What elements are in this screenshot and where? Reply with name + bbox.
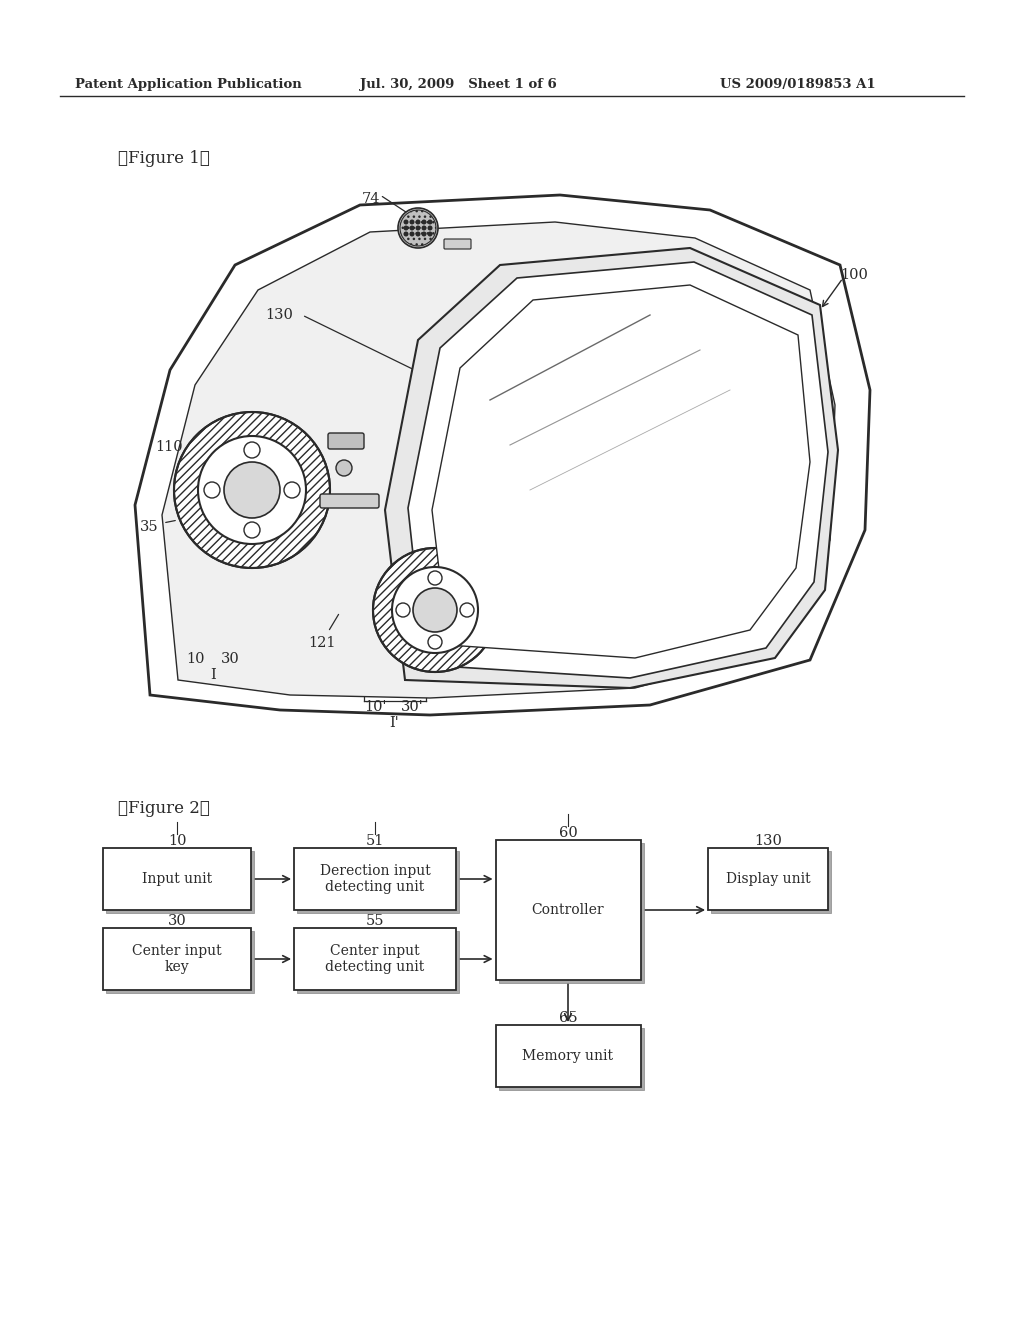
Polygon shape [162,222,835,698]
Circle shape [411,226,414,230]
Circle shape [404,232,408,236]
Bar [297,931,459,993]
Text: Input unit: Input unit [142,873,212,886]
Circle shape [404,220,408,224]
Circle shape [422,220,426,224]
Bar [294,847,456,909]
Circle shape [284,482,300,498]
Circle shape [224,462,280,517]
Text: 30': 30' [400,700,423,714]
Bar [496,840,640,979]
Bar [496,1026,640,1086]
Text: 55: 55 [366,913,384,928]
Circle shape [411,232,414,236]
Circle shape [416,226,420,230]
Text: 51: 51 [366,834,384,847]
FancyBboxPatch shape [444,239,471,249]
Circle shape [422,226,426,230]
Circle shape [422,232,426,236]
FancyBboxPatch shape [328,433,364,449]
Circle shape [428,635,442,649]
Text: 35: 35 [140,520,159,535]
Circle shape [174,412,330,568]
Text: I: I [210,668,216,682]
Circle shape [336,459,352,477]
Polygon shape [408,261,828,678]
Text: 74: 74 [362,191,381,206]
Text: Patent Application Publication: Patent Application Publication [75,78,302,91]
Text: 130: 130 [265,308,293,322]
Text: Jul. 30, 2009   Sheet 1 of 6: Jul. 30, 2009 Sheet 1 of 6 [360,78,557,91]
Text: 110: 110 [155,440,182,454]
Text: Center input
key: Center input key [132,944,222,974]
Bar [106,931,254,993]
Bar [711,851,831,913]
Circle shape [460,603,474,616]
Text: Controller: Controller [531,903,604,917]
Circle shape [428,226,432,230]
Circle shape [428,572,442,585]
Circle shape [244,521,260,539]
Text: 100: 100 [840,268,868,282]
Polygon shape [135,195,870,715]
Circle shape [198,436,306,544]
Circle shape [392,568,478,653]
Text: 10: 10 [186,652,205,667]
Text: I': I' [389,715,399,730]
Circle shape [411,220,414,224]
Circle shape [413,587,457,632]
Text: Derection input
detecting unit: Derection input detecting unit [319,863,430,894]
Polygon shape [385,248,838,688]
Bar [103,928,251,990]
Text: US 2009/0189853 A1: US 2009/0189853 A1 [720,78,876,91]
Circle shape [400,210,436,246]
Circle shape [373,548,497,672]
Text: 【Figure 2】: 【Figure 2】 [118,800,210,817]
Circle shape [416,220,420,224]
Text: 30: 30 [168,913,186,928]
Text: Center input
detecting unit: Center input detecting unit [326,944,425,974]
Text: 121: 121 [308,636,336,649]
Circle shape [398,209,438,248]
Bar [294,928,456,990]
Text: Memory unit: Memory unit [522,1049,613,1063]
Circle shape [244,442,260,458]
Text: 65: 65 [559,1011,578,1026]
Text: 30: 30 [220,652,240,667]
Text: 【Figure 1】: 【Figure 1】 [118,150,210,168]
FancyBboxPatch shape [319,494,379,508]
Circle shape [428,232,432,236]
Polygon shape [432,285,810,657]
Text: 130: 130 [754,834,782,847]
Bar [103,847,251,909]
Circle shape [416,232,420,236]
Text: 10: 10 [168,834,186,847]
Text: 60: 60 [559,826,578,840]
Circle shape [396,603,410,616]
Text: 10': 10' [365,700,387,714]
Bar [499,843,643,983]
Bar [499,1028,643,1090]
Text: 123: 123 [620,587,648,602]
Bar [708,847,828,909]
Text: Display unit: Display unit [726,873,810,886]
Circle shape [204,482,220,498]
Bar [106,851,254,913]
Circle shape [404,226,408,230]
Circle shape [428,220,432,224]
Bar [297,851,459,913]
